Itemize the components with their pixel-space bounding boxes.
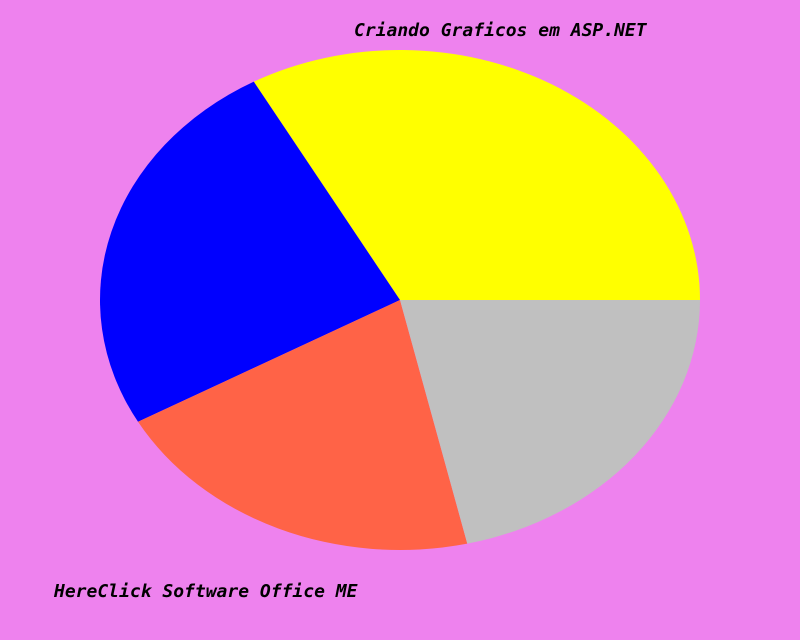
pie-slice-4 xyxy=(400,300,700,544)
chart-title: Criando Graficos em ASP.NET xyxy=(354,20,647,41)
pie-slice-3 xyxy=(138,300,468,550)
pie-slice-2 xyxy=(99,81,401,422)
chart-footer: HereClick Software Office ME xyxy=(54,581,358,602)
pie-slice-1 xyxy=(253,49,700,300)
